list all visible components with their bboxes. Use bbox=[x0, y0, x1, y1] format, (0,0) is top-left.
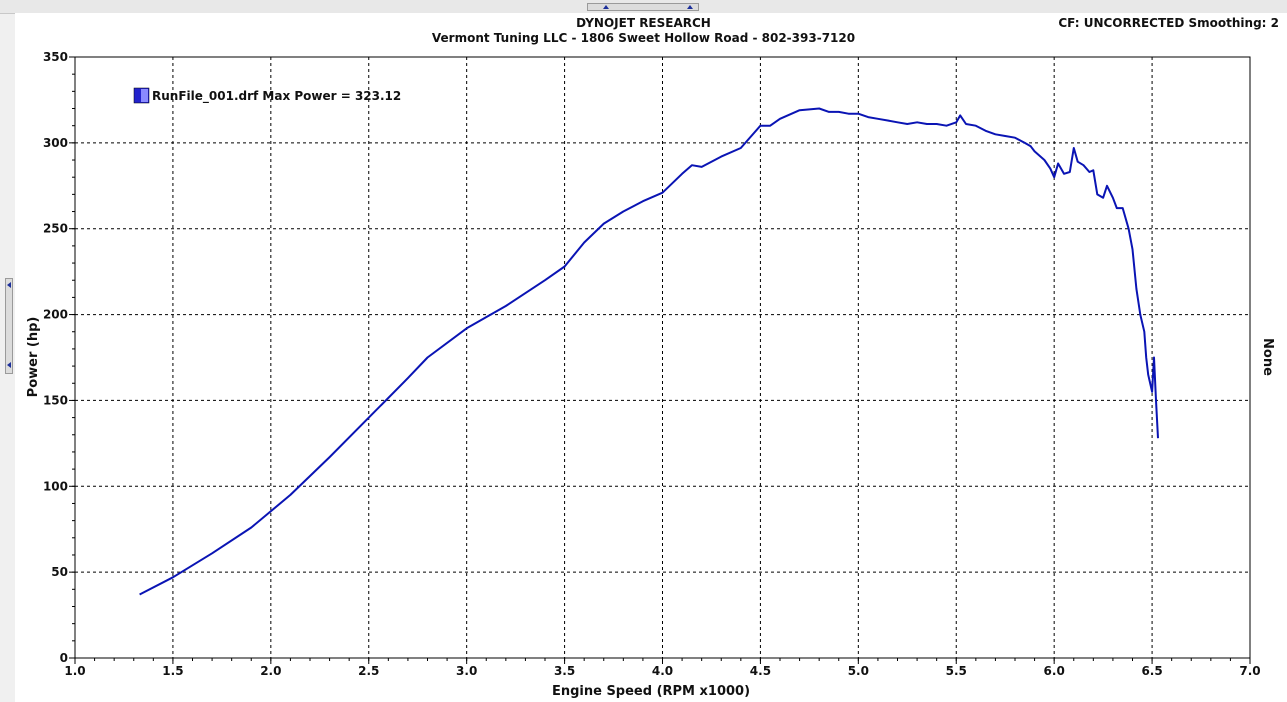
x-tick-label: 5.5 bbox=[946, 664, 967, 678]
chart-subtitle: Vermont Tuning LLC - 1806 Sweet Hollow R… bbox=[431, 31, 856, 45]
series-line-runfile-001 bbox=[139, 107, 1159, 596]
grid-lines bbox=[75, 57, 1250, 658]
x-tick-label: 3.0 bbox=[456, 664, 477, 678]
expand-left-icon-bottom bbox=[7, 362, 11, 368]
series-layer bbox=[139, 107, 1159, 596]
y-tick-label: 50 bbox=[51, 565, 68, 579]
x-tick-label: 6.0 bbox=[1044, 664, 1065, 678]
x-tick-label: 7.0 bbox=[1239, 664, 1260, 678]
legend: RunFile_001.drf Max Power = 323.12 bbox=[133, 87, 401, 104]
chart-title: DYNOJET RESEARCH bbox=[576, 16, 711, 30]
y-tick-label: 200 bbox=[43, 308, 68, 322]
y-tick-label: 150 bbox=[43, 393, 68, 407]
expand-left-icon-top bbox=[7, 282, 11, 288]
x-tick-label: 3.5 bbox=[554, 664, 575, 678]
x-tick-label: 6.5 bbox=[1141, 664, 1162, 678]
x-tick-label: 5.0 bbox=[848, 664, 869, 678]
axes: 1.0 1.5 2.0 2.5 3.0 3.5 4.0 4.5 5.0 5.5 6.0 6.5 7.0 0… bbox=[43, 50, 1261, 678]
x-tick-label: 1.0 bbox=[64, 664, 85, 678]
expand-up-icon-right bbox=[687, 5, 693, 9]
top-splitter-handle[interactable] bbox=[587, 3, 699, 11]
y-tick-label: 350 bbox=[43, 50, 68, 64]
y2-axis-label: None bbox=[1260, 338, 1275, 376]
legend-entry: RunFile_001.drf Max Power = 323.12 bbox=[152, 89, 401, 104]
x-tick-label: 2.5 bbox=[358, 664, 379, 678]
expand-up-icon-left bbox=[603, 5, 609, 9]
correction-smoothing-label: CF: UNCORRECTED Smoothing: 2 bbox=[1058, 16, 1279, 30]
y-tick-label: 0 bbox=[60, 651, 68, 665]
y-tick-label: 100 bbox=[43, 479, 68, 493]
legend-swatch-highlight bbox=[141, 89, 148, 102]
x-axis-label: Engine Speed (RPM x1000) bbox=[552, 684, 750, 699]
y-tick-label: 250 bbox=[43, 222, 68, 236]
x-tick-label: 2.0 bbox=[260, 664, 281, 678]
left-splitter-handle[interactable] bbox=[5, 278, 13, 374]
x-tick-label: 1.5 bbox=[162, 664, 183, 678]
y-tick-label: 300 bbox=[43, 136, 68, 150]
y-axis-label: Power (hp) bbox=[26, 317, 41, 398]
x-tick-label: 4.5 bbox=[750, 664, 771, 678]
x-tick-label: 4.0 bbox=[652, 664, 673, 678]
